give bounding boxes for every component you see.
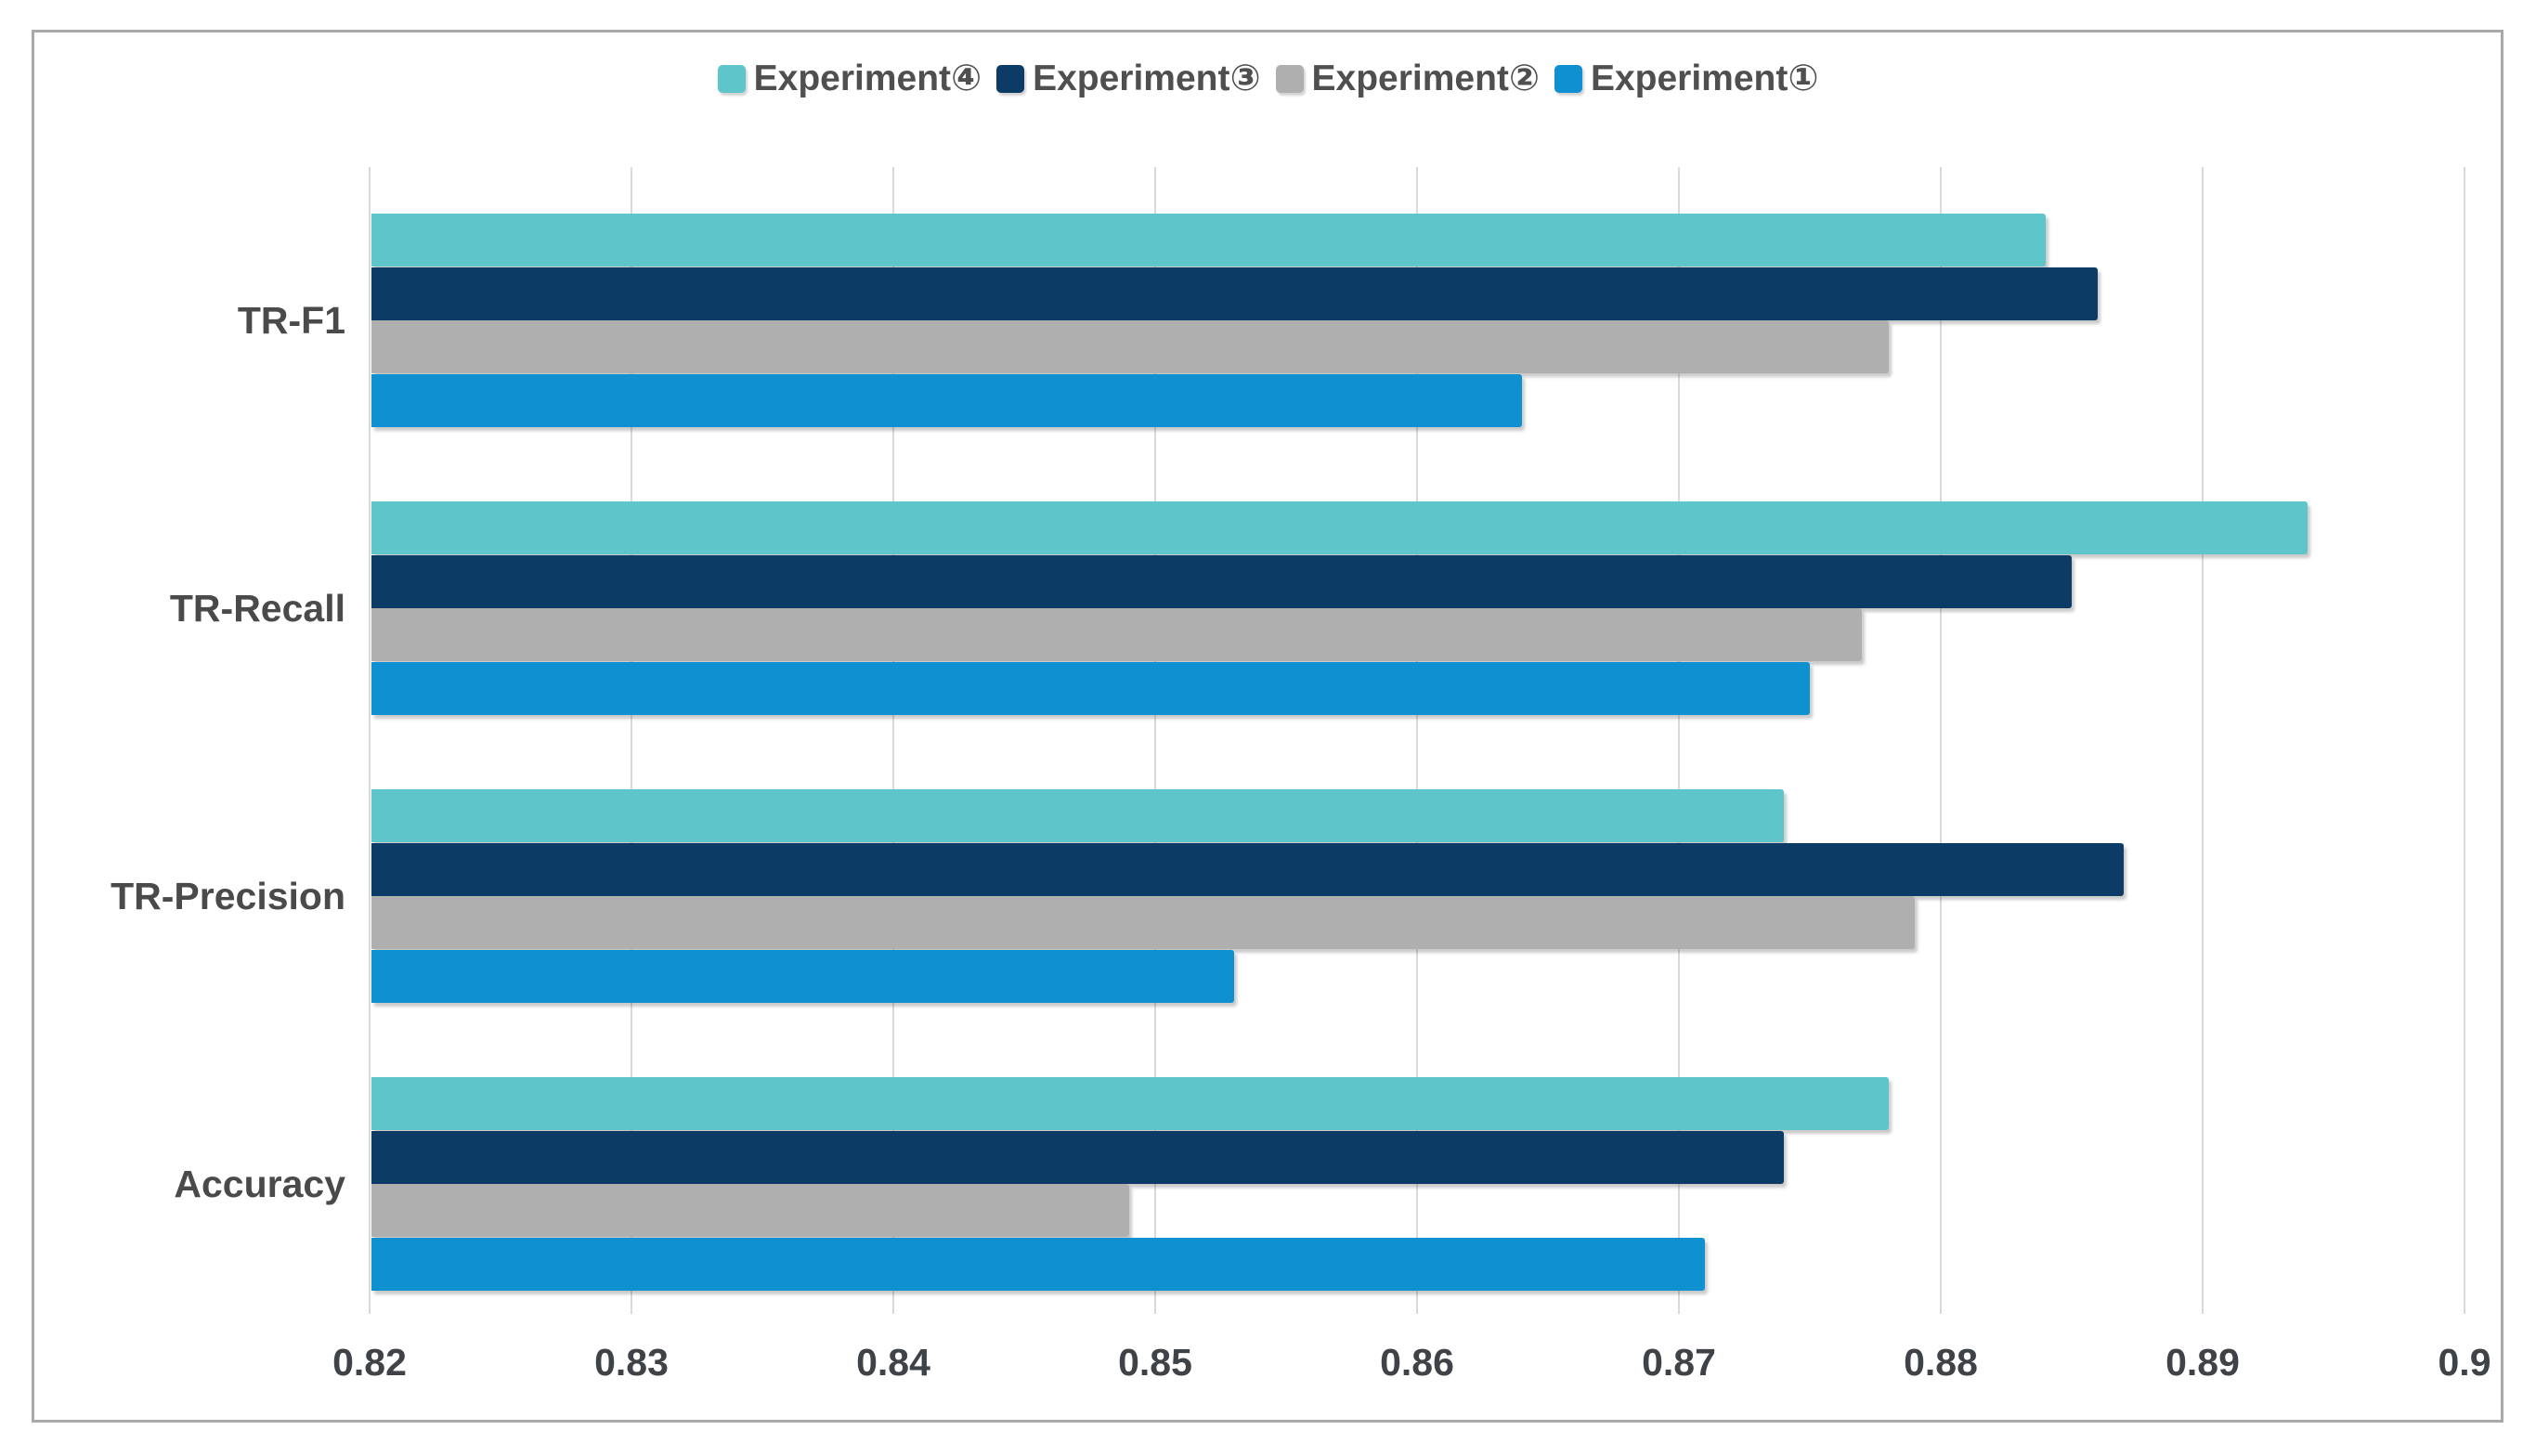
x-tick-label: 0.83	[594, 1341, 669, 1384]
legend-label: Experiment③	[1033, 58, 1261, 98]
bar-tr-f1-series-4	[371, 214, 2046, 266]
legend-item-1: Experiment④	[717, 58, 982, 99]
gridline-0.86	[1416, 167, 1418, 1314]
bar-tr-recall-series-1	[371, 661, 1810, 715]
legend-swatch-icon	[996, 64, 1025, 93]
legend-item-3: Experiment②	[1275, 58, 1540, 99]
category-label-tr-precision: TR-Precision	[111, 875, 345, 917]
gridline-0.84	[892, 167, 894, 1314]
x-tick-label: 0.82	[332, 1341, 407, 1384]
legend-label: Experiment④	[753, 58, 982, 98]
bar-tr-recall-series-4	[371, 501, 2308, 554]
x-tick-label: 0.9	[2438, 1341, 2491, 1384]
legend-label: Experiment②	[1311, 58, 1540, 98]
legend-label: Experiment①	[1590, 58, 1819, 98]
gridline-0.82	[369, 167, 371, 1314]
bar-tr-f1-series-3	[371, 266, 2099, 320]
gridline-0.9	[2464, 167, 2465, 1314]
legend-item-2: Experiment③	[996, 58, 1261, 99]
gridline-0.88	[1940, 167, 1942, 1314]
gridline-0.83	[631, 167, 632, 1314]
bar-accuracy-series-2	[371, 1184, 1129, 1237]
bar-tr-f1-series-1	[371, 373, 1522, 427]
bar-tr-precision-series-4	[371, 789, 1784, 842]
gridline-0.89	[2202, 167, 2204, 1314]
bar-accuracy-series-1	[371, 1237, 1706, 1291]
bar-tr-precision-series-2	[371, 896, 1915, 949]
legend-swatch-icon	[1554, 64, 1582, 93]
x-tick-label: 0.86	[1380, 1341, 1454, 1384]
legend-swatch-icon	[717, 64, 746, 93]
gridline-0.85	[1154, 167, 1156, 1314]
x-tick-label: 0.85	[1118, 1341, 1192, 1384]
category-label-tr-recall: TR-Recall	[169, 587, 345, 630]
x-tick-label: 0.88	[1904, 1341, 1978, 1384]
bar-tr-recall-series-3	[371, 554, 2072, 608]
bar-tr-precision-series-3	[371, 842, 2125, 896]
x-tick-label: 0.89	[2165, 1341, 2240, 1384]
gridline-0.87	[1678, 167, 1680, 1314]
bar-tr-recall-series-2	[371, 608, 1863, 661]
bar-tr-precision-series-1	[371, 949, 1234, 1003]
bar-accuracy-series-3	[371, 1130, 1784, 1184]
chart-legend: Experiment④ Experiment③ Experiment② Experim…	[0, 58, 2536, 99]
x-tick-label: 0.84	[856, 1341, 930, 1384]
legend-item-4: Experiment①	[1554, 58, 1818, 99]
legend-swatch-icon	[1275, 64, 1304, 93]
bar-accuracy-series-4	[371, 1077, 1889, 1130]
x-tick-label: 0.87	[1642, 1341, 1716, 1384]
category-label-tr-f1: TR-F1	[237, 299, 345, 342]
category-label-accuracy: Accuracy	[174, 1163, 345, 1205]
bar-tr-f1-series-2	[371, 320, 1889, 373]
